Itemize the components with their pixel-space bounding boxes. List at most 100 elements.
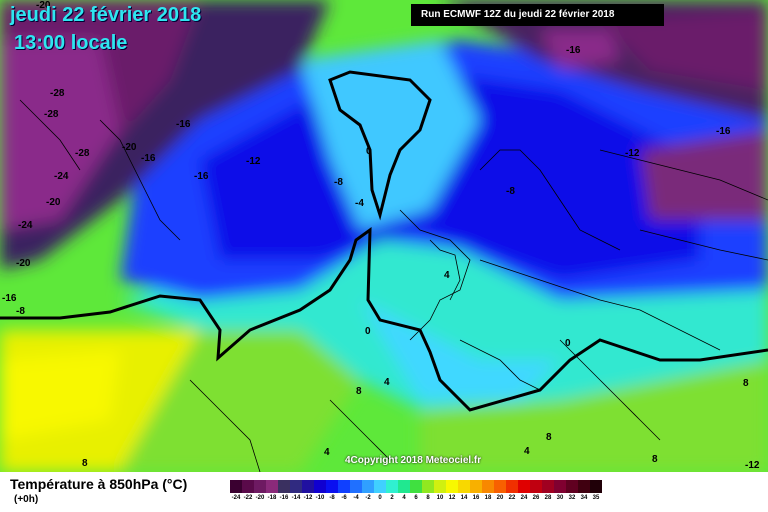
scale-tick-label: -12 [303,495,313,501]
scale-tick-label: 12 [448,495,456,501]
scale-tick-label: -20 [255,495,265,501]
scale-swatch [458,480,470,493]
forecast-time: 13:00 locale [14,32,128,54]
scale-swatch [230,480,242,493]
scale-step: -4 [350,480,362,504]
copyright-text: 4Copyright 2018 Meteociel.fr [345,455,482,466]
scale-swatch [494,480,506,493]
isotherm-label: 0 [565,338,571,349]
isotherm-label: -16 [716,126,731,137]
scale-step: 10 [434,480,446,504]
scale-step: 16 [470,480,482,504]
scale-swatch [314,480,326,493]
scale-step: -6 [338,480,350,504]
isotherm-label: -20 [122,142,137,153]
scale-tick-label: 24 [520,495,528,501]
scale-tick-label: 32 [568,495,576,501]
isotherm-label: -8 [506,186,515,197]
scale-step: 26 [530,480,542,504]
scale-tick-label: -2 [365,495,371,501]
scale-tick-label: 14 [460,495,468,501]
scale-swatch [350,480,362,493]
scale-step: -8 [326,480,338,504]
isotherm-label: -16 [194,171,209,182]
isotherm-label: -16 [566,45,581,56]
scale-swatch [506,480,518,493]
scale-swatch [566,480,578,493]
scale-swatch [530,480,542,493]
scale-tick-label: 16 [472,495,480,501]
scale-step: -24 [230,480,242,504]
isotherm-label: -16 [2,293,17,304]
isotherm-label: -28 [75,148,90,159]
scale-step: -10 [314,480,326,504]
isotherm-label: -4 [355,198,364,209]
scale-swatch [254,480,266,493]
scale-swatch [422,480,434,493]
scale-step: -14 [290,480,302,504]
scale-swatch [518,480,530,493]
scale-swatch [374,480,386,493]
scale-swatch [578,480,590,493]
scale-step: 28 [542,480,554,504]
scale-swatch [266,480,278,493]
scale-step: -18 [266,480,278,504]
scale-tick-label: 26 [532,495,540,501]
isotherm-label: -16 [141,153,156,164]
scale-tick-label: 22 [508,495,516,501]
isotherm-label: -16 [176,119,191,130]
scale-tick-label: 8 [426,495,430,501]
scale-step: 14 [458,480,470,504]
isotherm-label: 8 [652,454,658,465]
scale-tick-label: -4 [353,495,359,501]
isotherm-label: 4 [384,377,390,388]
scale-swatch [338,480,350,493]
isotherm-label: -8 [334,177,343,188]
scale-step: 6 [410,480,422,504]
color-scale: -24 -22 -20 -18 -16 -14 -12 -10 -8 -6 -4 -2 0 2 4 6 8 10 1… [230,480,602,504]
scale-tick-label: 2 [390,495,394,501]
forecast-date: jeudi 22 février 2018 [10,4,202,26]
scale-step: -22 [242,480,254,504]
scale-tick-label: 4 [402,495,406,501]
scale-step: 35 [590,480,602,504]
scale-swatch [554,480,566,493]
isotherm-label: -28 [50,88,65,99]
isotherm-label: -8 [16,306,25,317]
scale-swatch [362,480,374,493]
isotherm-label: -12 [246,156,261,167]
scale-step: 20 [494,480,506,504]
scale-step: -16 [278,480,290,504]
scale-tick-label: -22 [243,495,253,501]
scale-swatch [290,480,302,493]
scale-tick-label: -10 [315,495,325,501]
scale-step: 12 [446,480,458,504]
scale-step: 34 [578,480,590,504]
isotherm-label: 8 [743,378,749,389]
isotherm-label: -20 [16,258,31,269]
isotherm-label: 0 [365,326,371,337]
scale-step: 8 [422,480,434,504]
isotherm-label: 4 [324,447,330,458]
scale-swatch [590,480,602,493]
scale-swatch [542,480,554,493]
isotherm-label: -12 [625,148,640,159]
scale-tick-label: -14 [291,495,301,501]
scale-swatch [470,480,482,493]
model-run-info: Run ECMWF 12Z du jeudi 22 février 2018 [411,4,664,26]
isotherm-label: -24 [54,171,69,182]
parameter-title: Température à 850hPa (°C) [10,476,188,492]
scale-tick-label: 28 [544,495,552,501]
scale-tick-label: -6 [341,495,347,501]
scale-swatch [278,480,290,493]
scale-step: 30 [554,480,566,504]
isotherm-label: 4 [524,446,530,457]
temperature-field [0,0,768,472]
scale-swatch [398,480,410,493]
greenland-contour [328,70,432,221]
isotherm-label: -12 [745,460,760,471]
isotherm-label: 8 [82,458,88,469]
isotherm-label: -24 [18,220,33,231]
scale-tick-label: -18 [267,495,277,501]
